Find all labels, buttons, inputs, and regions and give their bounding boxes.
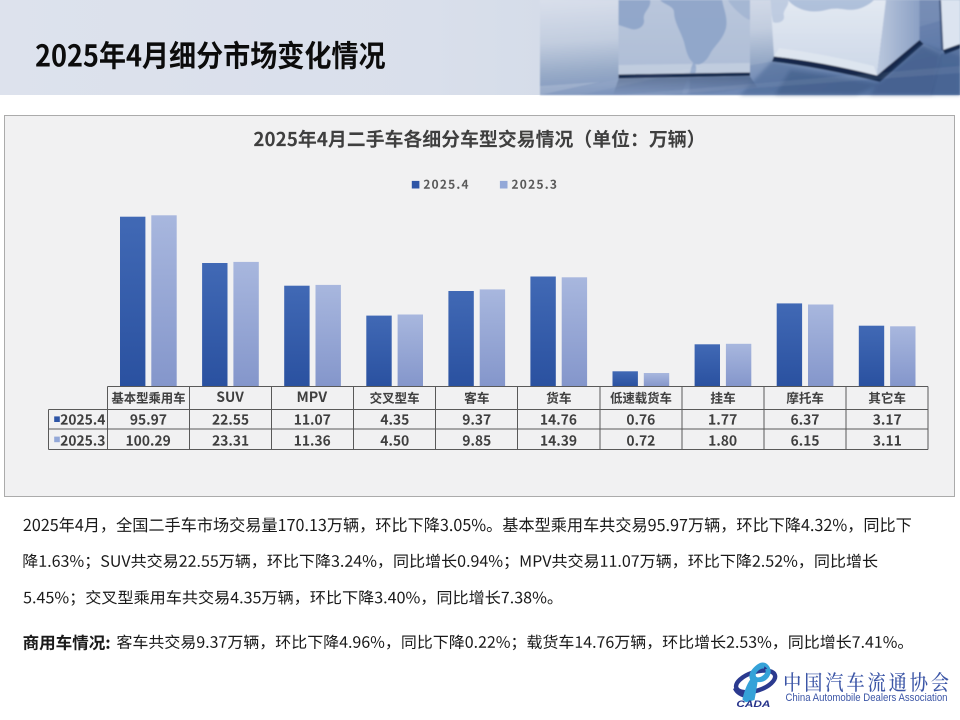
svg-text:CADA: CADA — [736, 699, 770, 709]
svg-text:China Automobile Dealers Assoc: China Automobile Dealers Association — [786, 692, 948, 704]
